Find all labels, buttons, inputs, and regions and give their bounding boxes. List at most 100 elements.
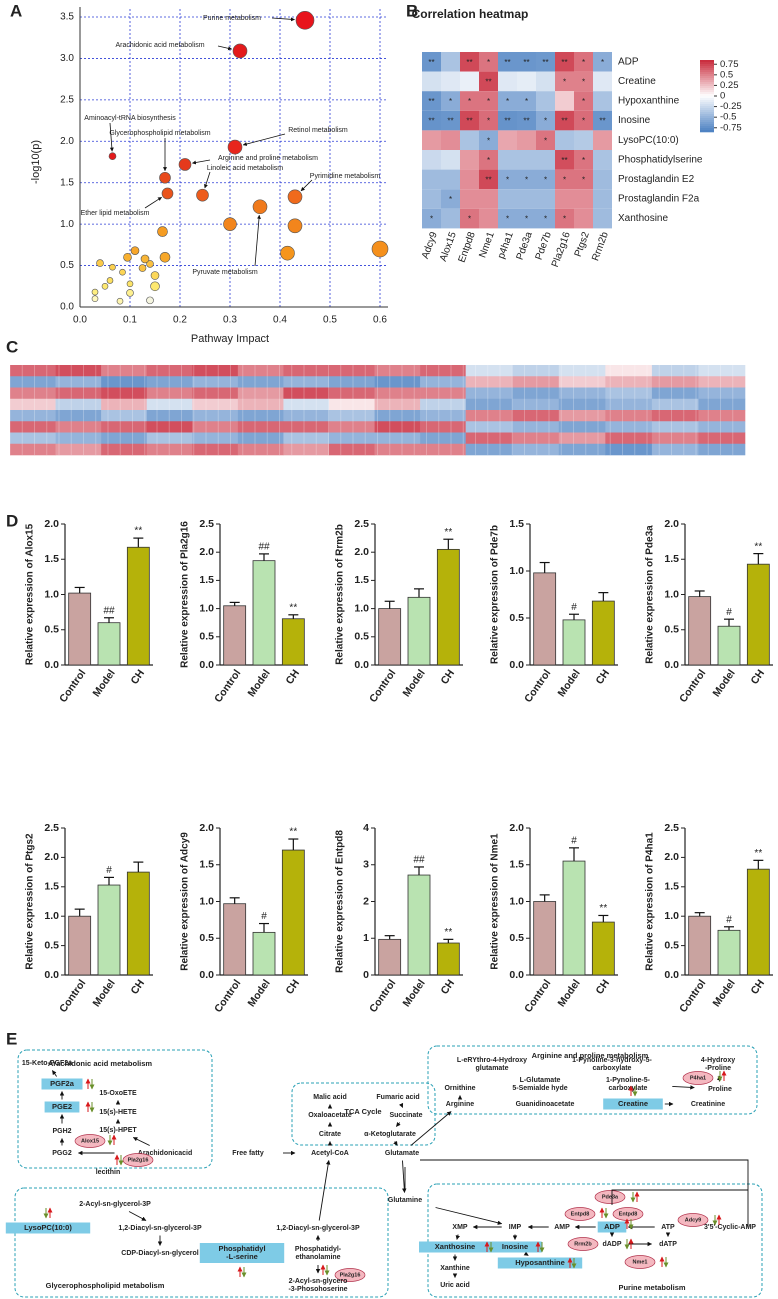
cell — [420, 387, 466, 400]
point — [227, 139, 243, 155]
cell-label: * — [582, 117, 585, 126]
cell — [536, 189, 555, 209]
cell — [422, 169, 441, 190]
point — [223, 217, 237, 231]
y-tick-label: 2.5 — [664, 822, 679, 834]
x-tick-label: 0.1 — [123, 315, 137, 326]
cell — [374, 421, 421, 433]
significance-label: ## — [413, 855, 425, 866]
cell-label: ** — [599, 117, 605, 126]
enzyme — [122, 1153, 154, 1167]
metabolite-label: dATP — [659, 1241, 677, 1248]
cell — [512, 432, 560, 445]
cell — [460, 110, 479, 131]
metabolite-label: Xanthine — [440, 1265, 470, 1272]
cell — [328, 432, 375, 445]
cell — [574, 189, 593, 209]
metabolite-label: dADP — [602, 1241, 621, 1248]
point — [106, 277, 114, 284]
y-tick-label: 1.0 — [664, 588, 679, 600]
y-tick-label: 2.0 — [664, 851, 679, 863]
point — [138, 264, 147, 272]
cell — [465, 376, 513, 388]
cell — [237, 432, 284, 445]
metabolite-label: Fumaric acid — [376, 1094, 419, 1101]
x-tick-label: 0.5 — [323, 315, 337, 326]
y-tick-label: 1.5 — [509, 518, 524, 530]
enzyme — [567, 1237, 599, 1251]
metabolite-label: lecithin — [96, 1169, 121, 1176]
colorbar-step — [700, 78, 714, 81]
cell — [517, 110, 536, 131]
cell-label: * — [487, 58, 490, 67]
highlight-box — [44, 1101, 80, 1113]
reaction-arrow — [455, 1234, 461, 1240]
cell-label: ** — [542, 58, 548, 67]
cell — [460, 52, 479, 72]
cell — [192, 398, 239, 411]
cell-label: * — [563, 175, 566, 184]
cell — [55, 365, 102, 377]
cell — [498, 208, 517, 229]
point — [123, 252, 132, 262]
metabolite-label: PGH2 — [52, 1128, 71, 1135]
colorbar-step — [700, 66, 714, 69]
module-title: Arachidonic acid metabolism — [48, 1059, 153, 1068]
row-label: Phosphatidylserine — [618, 154, 703, 165]
cell — [574, 71, 593, 92]
y-tick-label: 0.5 — [509, 612, 524, 624]
cell-label: * — [544, 215, 547, 224]
colorbar-step — [700, 94, 714, 97]
y-tick-label: 1.5 — [60, 177, 74, 188]
x-tick-label: CH — [284, 667, 303, 686]
x-tick-label: Model — [401, 977, 428, 1009]
cell-label: * — [487, 117, 490, 126]
y-tick-label: 0.0 — [664, 969, 679, 981]
cell — [479, 189, 498, 209]
metabolite-label: -3-Phosohoserine — [288, 1286, 347, 1293]
point — [150, 271, 160, 280]
bar — [126, 871, 150, 976]
cell — [237, 398, 284, 411]
metabolite-label: LysoPC(10:0) — [24, 1223, 72, 1232]
enzyme-label: Pde3a — [602, 1194, 619, 1200]
cell — [479, 130, 498, 150]
bar — [223, 903, 247, 976]
cell-label: ** — [523, 117, 529, 126]
metabolite-label: Proline — [708, 1086, 732, 1093]
bar — [591, 921, 615, 976]
y-axis-label: Relative expression of Rrm2b — [335, 524, 346, 665]
point — [116, 297, 124, 305]
bar — [717, 625, 741, 666]
cell-label: * — [601, 58, 604, 67]
y-tick-label: 3.5 — [60, 12, 74, 23]
cell — [555, 169, 574, 190]
cell — [374, 410, 421, 422]
metabolite-label: Creatinine — [691, 1101, 725, 1108]
cell — [237, 365, 284, 377]
significance-label: # — [106, 865, 112, 876]
y-tick-label: 0.5 — [44, 939, 59, 951]
x-tick-label: 0.6 — [373, 315, 387, 326]
y-axis-label: Relative expression of Alox15 — [25, 523, 36, 665]
bar — [68, 915, 92, 976]
metabolite-label: 2-Acyl-sn-glycerol-3P — [79, 1201, 151, 1208]
colorbar-step — [700, 82, 714, 85]
metabolite-label: Glutamine — [388, 1197, 422, 1204]
column-label: Entpd8 — [457, 230, 478, 264]
reaction-arrow — [523, 1251, 529, 1256]
bar — [591, 600, 615, 666]
metabolite-label: 15(s)-HETE — [99, 1109, 137, 1116]
cell — [441, 52, 460, 72]
y-tick-label: 0.5 — [509, 932, 524, 944]
cell — [146, 376, 193, 388]
cell — [283, 387, 330, 400]
cell — [698, 387, 746, 400]
y-tick-label: 0.5 — [199, 932, 214, 944]
bar — [126, 546, 150, 666]
row-label: Creatine — [618, 76, 656, 87]
cell — [698, 410, 746, 422]
cell — [465, 398, 513, 411]
cell — [374, 432, 421, 445]
module-box — [17, 1049, 213, 1169]
